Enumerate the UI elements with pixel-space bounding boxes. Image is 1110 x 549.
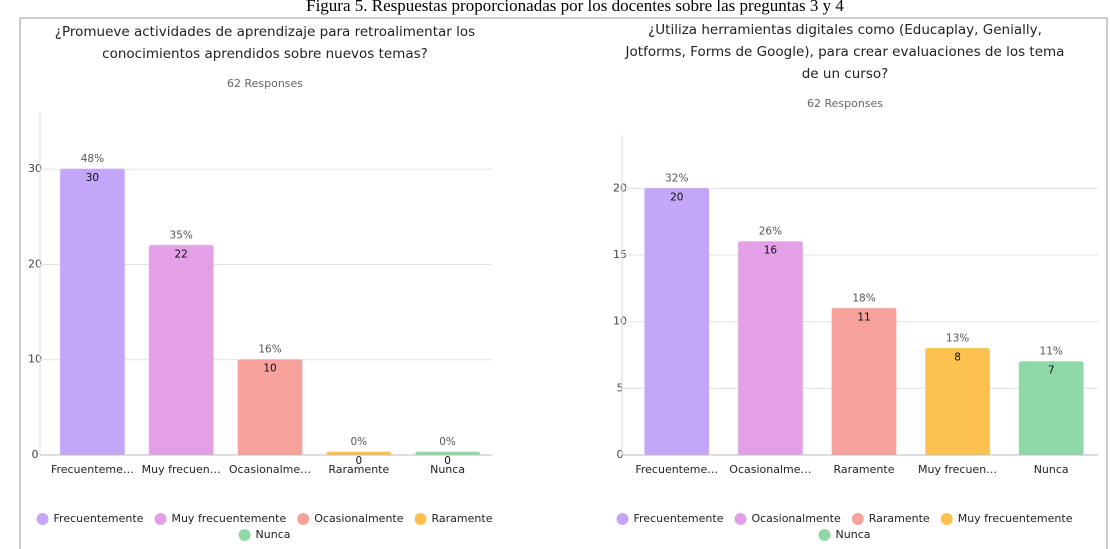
legend-swatch [238,529,251,541]
x-tick-label: Raramente [328,463,389,476]
legend-label: Frecuentemente [634,512,724,525]
y-tick-label: 10 [28,353,42,366]
legend-swatch [734,513,747,525]
y-tick-label: 0 [32,448,39,461]
percent-label: 32% [665,172,688,184]
bar [737,241,803,456]
legend-swatch [154,513,167,525]
legend-label: Raramente [869,512,930,525]
value-label: 8 [954,351,961,363]
bar [831,307,897,456]
y-tick-label: 20 [28,257,42,270]
x-tick-label: Muy frecuen… [918,463,997,476]
percent-label: 26% [759,226,782,238]
percent-label: 13% [946,332,969,344]
value-label: 7 [1048,365,1055,377]
x-tick-label: Raramente [834,463,895,476]
bar [644,187,710,456]
value-label: 10 [263,363,276,375]
legend-label: Muy frecuentemente [958,512,1073,525]
value-label: 30 [86,172,99,184]
legend-label: Raramente [432,512,493,525]
y-tick-label: 15 [613,248,627,261]
y-tick-label: 5 [617,381,624,394]
percent-label: 0% [350,436,367,448]
chart-title: ¿Promueve actividades de aprendizaje par… [55,24,475,40]
legend-swatch [616,513,629,525]
x-tick-label: Frecuenteme… [51,463,134,476]
chart-title: ¿Utiliza herramientas digitales como (Ed… [648,22,1042,38]
percent-label: 11% [1040,346,1063,358]
value-label: 0 [444,455,451,467]
x-tick-label: Ocasionalme… [729,463,811,476]
percent-label: 16% [258,344,281,356]
x-tick-label: Muy frecuen… [142,463,221,476]
value-label: 16 [764,245,778,257]
value-label: 22 [175,248,188,260]
x-tick-label: Frecuenteme… [635,463,718,476]
legend-label: Ocasionalmente [751,512,841,525]
value-label: 0 [355,455,362,467]
chart-title: conocimientos aprendidos sobre nuevos te… [102,46,428,62]
y-tick-label: 0 [617,448,624,461]
legend-swatch [36,513,49,525]
legend-label: Muy frecuentemente [171,512,286,525]
legend-label: Nunca [836,528,871,541]
value-label: 11 [857,311,870,323]
chart-subtitle: 62 Responses [227,77,303,90]
legend-swatch [818,529,831,541]
x-tick-label: Ocasionalme… [229,463,311,476]
percent-label: 18% [852,292,875,304]
caption: Figura 5. Respuestas proporcionadas por … [306,0,844,15]
legend-swatch [851,513,864,525]
bar [59,168,125,456]
chart-title: Jotforms, Forms de Google), para crear e… [625,44,1065,60]
legend-swatch [297,513,310,525]
percent-label: 0% [439,436,456,448]
x-tick-label: Nunca [430,463,465,476]
legend-swatch [940,513,953,525]
value-label: 20 [670,191,683,203]
y-tick-label: 30 [28,162,42,175]
chart-title: de un curso? [802,66,889,82]
y-tick-label: 20 [613,181,627,194]
legend-label: Ocasionalmente [314,512,404,525]
y-tick-label: 10 [613,315,627,328]
legend-swatch [414,513,427,525]
percent-label: 35% [170,229,193,241]
x-tick-label: Nunca [1034,463,1069,476]
bar [148,244,214,456]
percent-label: 48% [81,153,104,165]
chart-subtitle: 62 Responses [807,97,883,110]
legend-label: Nunca [256,528,291,541]
legend-label: Frecuentemente [54,512,144,525]
bar [925,347,991,456]
